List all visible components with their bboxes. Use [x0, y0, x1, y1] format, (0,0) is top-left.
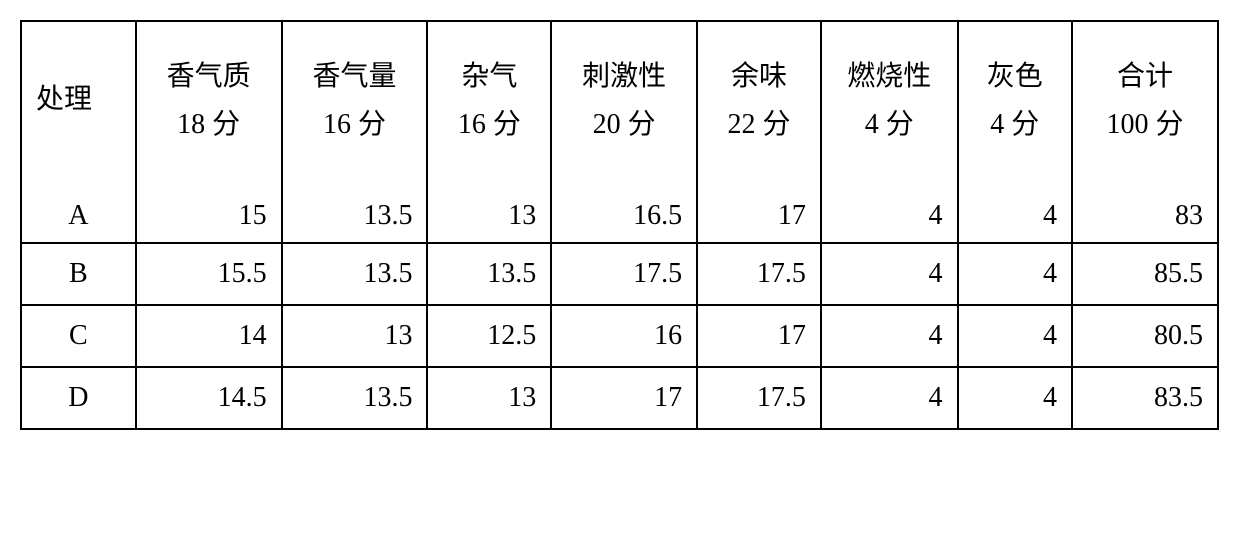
cell-value: 13: [508, 200, 536, 232]
cell-value: 13.5: [282, 367, 428, 429]
cell-value: 14.5: [136, 367, 282, 429]
scoring-table: 处理 A 香气质 18 分 15 香气量 16 分 13.5 杂气 16 分 1…: [20, 20, 1219, 430]
table-row: D 14.5 13.5 13 17 17.5 4 4 83.5: [21, 367, 1218, 429]
cell-value: 4: [958, 367, 1073, 429]
cell-value: 4: [1043, 200, 1057, 232]
header-row: 处理 A 香气质 18 分 15 香气量 16 分 13.5 杂气 16 分 1…: [21, 21, 1218, 243]
row-label: D: [21, 367, 136, 429]
row-label: C: [21, 305, 136, 367]
header-cell: 香气量 16 分 13.5: [282, 21, 428, 243]
header-cell: 香气质 18 分 15: [136, 21, 282, 243]
cell-value: 17: [697, 305, 821, 367]
cell-value: 4: [821, 243, 958, 305]
header-title: 燃烧性: [822, 54, 957, 94]
header-score: 4 分: [959, 102, 1072, 142]
header-score: 20 分: [552, 102, 696, 142]
header-title: 刺激性: [552, 54, 696, 94]
table-row: B 15.5 13.5 13.5 17.5 17.5 4 4 85.5: [21, 243, 1218, 305]
cell-value: 12.5: [427, 305, 551, 367]
cell-value: 17.5: [697, 243, 821, 305]
cell-value: 83: [1175, 200, 1203, 232]
header-score: 22 分: [698, 102, 820, 142]
header-cell: 燃烧性 4 分 4: [821, 21, 958, 243]
header-title: 杂气: [428, 54, 550, 94]
cell-value: 85.5: [1072, 243, 1218, 305]
table-row: C 14 13 12.5 16 17 4 4 80.5: [21, 305, 1218, 367]
header-title: 香气量: [283, 54, 427, 94]
cell-value: 14: [136, 305, 282, 367]
cell-value: 13.5: [363, 200, 412, 232]
header-title: 灰色: [959, 54, 1072, 94]
cell-value: 13: [427, 367, 551, 429]
row-label: B: [21, 243, 136, 305]
header-cell: 杂气 16 分 13: [427, 21, 551, 243]
cell-value: 13.5: [282, 243, 428, 305]
row-label: A: [22, 200, 135, 232]
cell-value: 17: [551, 367, 697, 429]
cell-value: 4: [821, 367, 958, 429]
cell-value: 16: [551, 305, 697, 367]
header-cell: 合计 100 分 83: [1072, 21, 1218, 243]
cell-value: 4: [958, 243, 1073, 305]
cell-value: 13.5: [427, 243, 551, 305]
header-title: 余味: [698, 54, 820, 94]
cell-value: 4: [958, 305, 1073, 367]
cell-value: 83.5: [1072, 367, 1218, 429]
header-cell: 刺激性 20 分 16.5: [551, 21, 697, 243]
cell-value: 17: [778, 200, 806, 232]
header-cell-treatment: 处理 A: [21, 21, 136, 243]
header-cell: 灰色 4 分 4: [958, 21, 1073, 243]
header-score: 18 分: [137, 102, 281, 142]
header-score: 100 分: [1073, 102, 1217, 142]
cell-value: 15: [239, 200, 267, 232]
cell-value: 15.5: [136, 243, 282, 305]
cell-value: 4: [929, 200, 943, 232]
cell-value: 80.5: [1072, 305, 1218, 367]
cell-value: 4: [821, 305, 958, 367]
cell-value: 13: [282, 305, 428, 367]
header-title: 合计: [1073, 54, 1217, 94]
cell-value: 17.5: [697, 367, 821, 429]
header-score: 16 分: [428, 102, 550, 142]
header-label: 处理: [36, 77, 92, 117]
header-score: 4 分: [822, 102, 957, 142]
cell-value: 16.5: [633, 200, 682, 232]
header-score: 16 分: [283, 102, 427, 142]
header-title: 香气质: [137, 54, 281, 94]
header-cell: 余味 22 分 17: [697, 21, 821, 243]
cell-value: 17.5: [551, 243, 697, 305]
